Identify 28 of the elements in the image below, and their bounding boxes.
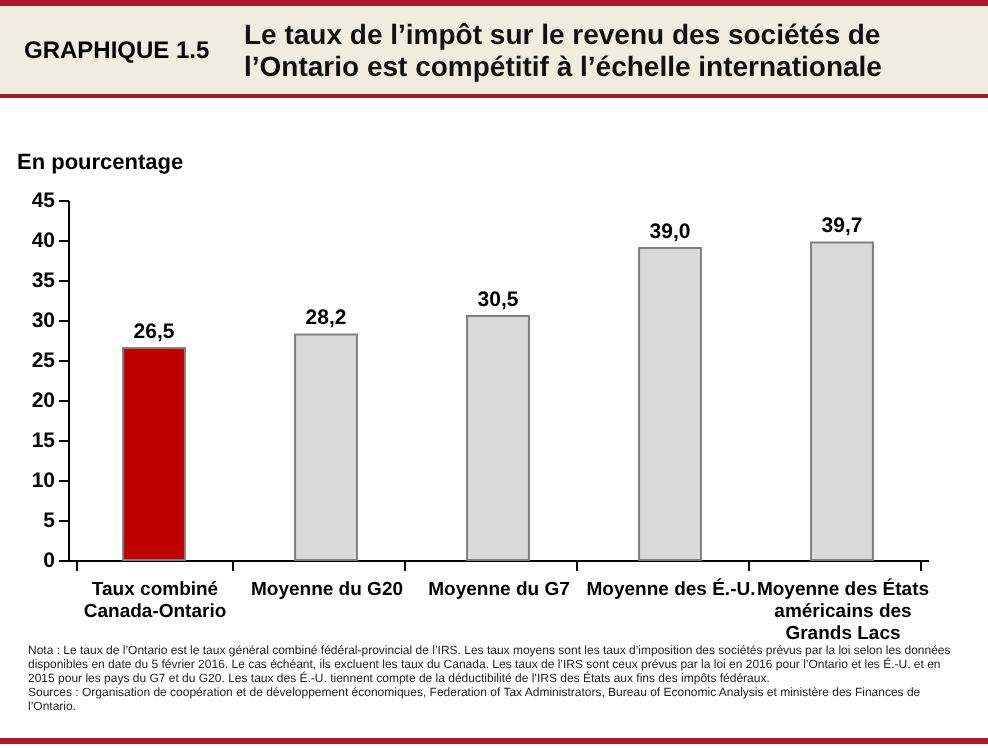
x-tick-label: Moyenne du G7 <box>428 579 570 601</box>
y-tick-label: 15 <box>31 429 56 453</box>
bar <box>638 247 702 561</box>
bar <box>122 347 186 561</box>
data-label: 39,7 <box>821 214 863 239</box>
chart-subtitle: Le taux de l’impôt sur le revenu des sociétés de l’Ontario est compétitif à l’échelle internationale <box>244 18 884 82</box>
bar <box>810 241 874 561</box>
x-tick-label: Taux combiné Canada-Ontario <box>83 579 227 623</box>
x-tick-label: Moyenne du G20 <box>250 579 404 601</box>
y-tick-label: 40 <box>31 229 56 253</box>
y-tick-label: 20 <box>31 389 56 413</box>
chart-title: GRAPHIQUE 1.5 <box>22 36 212 64</box>
data-label: 39,0 <box>649 220 691 244</box>
x-tick-label: Moyenne des É.-U. <box>586 577 756 601</box>
y-tick-label: 30 <box>31 309 56 333</box>
data-label: 30,5 <box>477 288 519 312</box>
bar <box>466 315 530 561</box>
y-tick-label: 35 <box>31 269 56 293</box>
y-tick-label: 10 <box>31 469 56 493</box>
y-tick-label: 5 <box>43 509 56 533</box>
y-tick-label: 45 <box>31 189 56 213</box>
y-axis-title: En pourcentage <box>17 151 184 175</box>
data-label: 28,2 <box>305 306 347 331</box>
x-tick-label: Moyenne des États américains des Grands Lacs <box>756 577 930 645</box>
bar <box>294 333 358 561</box>
data-label: 26,5 <box>133 320 175 344</box>
y-tick-label: 0 <box>43 549 56 573</box>
y-tick-label: 25 <box>31 349 56 373</box>
